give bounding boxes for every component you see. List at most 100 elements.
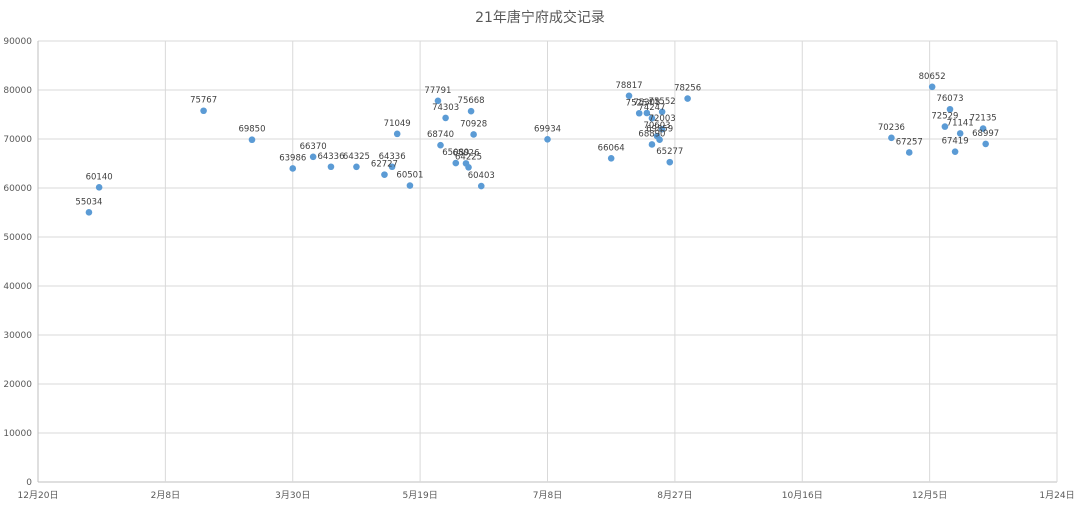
data-label: 68997 (972, 129, 999, 139)
data-label: 77791 (424, 86, 451, 96)
x-tick-label: 5月19日 (403, 490, 438, 501)
data-point[interactable] (607, 154, 615, 162)
y-tick-label: 90000 (3, 37, 32, 47)
axes: 0 10000 20000 30000 40000 50000 60000 70000 8000… (3, 37, 1074, 501)
data-label: 76073 (936, 94, 963, 104)
data-label: 68890 (638, 129, 665, 139)
y-tick-label: 30000 (3, 331, 32, 341)
data-label: 64325 (343, 152, 370, 162)
x-tick-label: 3月30日 (275, 490, 310, 501)
data-label: 66370 (300, 142, 327, 152)
data-point[interactable] (643, 109, 651, 117)
data-point[interactable] (289, 165, 297, 172)
data-point[interactable] (979, 125, 987, 132)
data-point[interactable] (381, 171, 388, 178)
data-label: 74303 (432, 103, 459, 113)
data-label: 75767 (190, 96, 217, 106)
data-point[interactable] (95, 184, 103, 191)
data-label: 75254 (626, 98, 653, 108)
data-label: 67419 (942, 137, 969, 147)
data-label: 70928 (460, 119, 487, 129)
data-label: 68740 (427, 130, 454, 140)
data-point[interactable] (393, 130, 401, 138)
data-point[interactable] (309, 153, 317, 161)
data-point[interactable] (666, 158, 674, 166)
data-point[interactable] (941, 123, 949, 130)
data-point[interactable] (353, 163, 360, 171)
data-point[interactable] (467, 107, 475, 115)
data-point[interactable] (658, 125, 666, 133)
data-label: 75552 (649, 97, 676, 107)
data-point[interactable] (544, 136, 551, 143)
data-point[interactable] (946, 105, 954, 113)
data-point[interactable] (434, 97, 442, 105)
data-point[interactable] (85, 209, 93, 216)
data-label: 69934 (534, 124, 561, 134)
data-label: 72529 (931, 112, 958, 122)
data-point[interactable] (248, 136, 256, 144)
data-label: 75308 (633, 98, 660, 108)
x-tick-label: 2月8日 (151, 490, 180, 501)
data-point[interactable] (470, 131, 477, 138)
data-point[interactable] (388, 163, 396, 171)
y-tick-label: 0 (26, 478, 32, 488)
data-point[interactable] (648, 114, 656, 122)
x-tick-label: 10月16日 (782, 490, 823, 501)
data-point[interactable] (477, 182, 485, 190)
data-label: 60501 (396, 171, 423, 181)
x-tick-label: 12月20日 (18, 490, 59, 501)
data-point[interactable] (951, 148, 959, 155)
data-label: 65026 (452, 148, 479, 158)
y-tick-label: 40000 (3, 282, 32, 292)
data-point[interactable] (465, 163, 472, 171)
data-point[interactable] (648, 141, 656, 148)
y-tick-label: 50000 (3, 233, 32, 243)
data-label: 75668 (458, 96, 485, 106)
y-tick-label: 80000 (3, 86, 32, 96)
data-point[interactable] (658, 108, 666, 116)
data-point[interactable] (956, 130, 964, 137)
data-point[interactable] (905, 149, 913, 156)
data-label: 72135 (970, 114, 997, 124)
data-point[interactable] (327, 163, 335, 171)
data-point[interactable] (888, 134, 895, 142)
data-label: 65089 (442, 148, 469, 158)
data-point[interactable] (437, 141, 444, 149)
data-points (85, 83, 989, 216)
data-label: 69850 (238, 125, 265, 135)
y-tick-label: 60000 (3, 184, 32, 194)
x-tick-label: 1月24日 (1039, 490, 1074, 501)
data-point[interactable] (200, 107, 207, 115)
data-label: 70603 (644, 121, 671, 131)
data-point[interactable] (406, 182, 414, 189)
data-point[interactable] (625, 92, 633, 100)
x-tick-label: 8月27日 (657, 490, 692, 501)
data-point[interactable] (684, 95, 691, 102)
data-point[interactable] (452, 159, 460, 167)
data-label: 70236 (878, 123, 905, 133)
y-tick-label: 10000 (3, 429, 32, 439)
y-tick-label: 70000 (3, 135, 32, 145)
data-label: 55034 (75, 197, 102, 207)
data-label: 60403 (468, 171, 495, 181)
chart-title: 21年唐宁府成交记录 (475, 9, 605, 26)
data-point[interactable] (442, 114, 449, 122)
data-label: 80652 (919, 72, 946, 82)
data-point[interactable] (656, 136, 663, 143)
data-label: 72003 (649, 114, 676, 124)
data-label: 71049 (384, 119, 411, 129)
data-label: 65277 (656, 147, 683, 157)
data-label: 63986 (279, 153, 306, 163)
grid (37, 40, 1058, 483)
data-label: 74247 (638, 103, 665, 113)
data-point[interactable] (982, 140, 989, 148)
data-label: 69859 (646, 125, 673, 135)
data-point[interactable] (928, 83, 936, 91)
data-label: 78817 (615, 81, 642, 91)
x-tick-label: 7月8日 (533, 490, 562, 501)
data-point[interactable] (635, 109, 643, 117)
data-label: 78256 (674, 84, 701, 94)
data-label: 62727 (371, 160, 398, 170)
